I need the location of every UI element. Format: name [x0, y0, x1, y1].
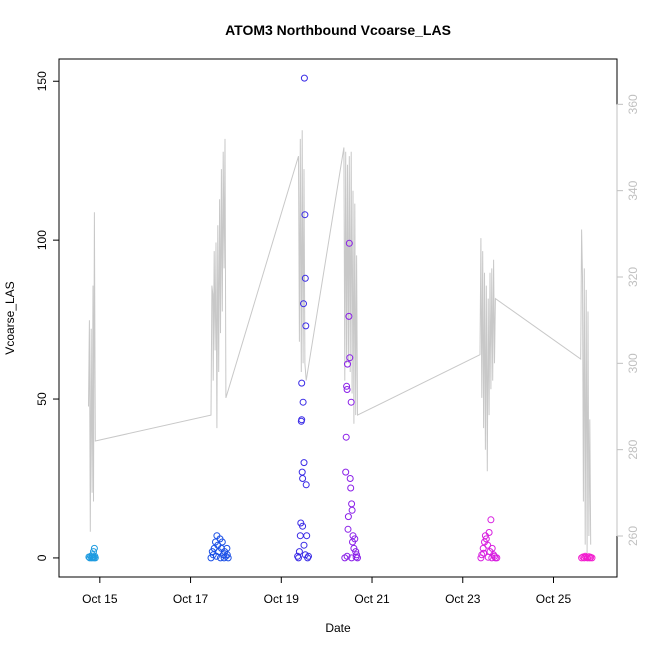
- x-tick-label: Oct 17: [173, 592, 209, 606]
- data-point: [300, 541, 308, 549]
- data-point: [301, 211, 309, 219]
- data-point: [302, 481, 310, 489]
- data-point: [296, 532, 304, 540]
- data-point: [344, 513, 352, 521]
- data-point: [488, 544, 496, 552]
- data-point: [584, 554, 591, 562]
- data-point: [487, 516, 495, 524]
- data-point: [344, 525, 352, 533]
- data-point: [348, 506, 356, 514]
- data-point: [209, 551, 217, 559]
- right-y-tick-label: 300: [626, 353, 640, 373]
- right-y-tick-label: 260: [626, 526, 640, 546]
- y-axis-label: Vcoarse_LAS: [3, 281, 17, 354]
- data-point: [588, 554, 596, 562]
- data-point: [480, 549, 488, 557]
- data-point: [343, 386, 351, 393]
- data-point: [300, 459, 308, 467]
- data-point: [91, 554, 99, 562]
- data-point: [298, 379, 306, 387]
- data-point: [299, 522, 307, 530]
- data-point: [85, 553, 93, 561]
- data-point: [299, 475, 307, 482]
- x-axis: Oct 15 Oct 17 Oct 19 Oct 21 Oct 23 Oct 25: [82, 576, 572, 606]
- data-point: [343, 382, 351, 390]
- data-point: [348, 500, 356, 508]
- data-point: [208, 548, 216, 556]
- x-tick-label: Oct 19: [264, 592, 300, 606]
- x-axis-label: Date: [325, 621, 351, 635]
- data-point: [485, 529, 493, 536]
- data-point: [303, 532, 311, 540]
- data-point: [224, 554, 232, 562]
- y-tick-label: 150: [35, 71, 49, 91]
- data-point: [345, 312, 353, 320]
- data-point: [484, 553, 492, 561]
- y-tick-label: 0: [35, 554, 49, 561]
- data-point: [218, 538, 226, 546]
- x-tick-label: Oct 25: [536, 592, 572, 606]
- secondary-line-layer: [88, 130, 592, 554]
- data-point: [88, 554, 96, 562]
- data-point: [342, 433, 350, 441]
- data-point: [479, 544, 487, 552]
- data-point: [343, 552, 351, 560]
- x-tick-label: Oct 23: [445, 592, 481, 606]
- right-y-tick-label: 360: [626, 94, 640, 114]
- x-tick-label: Oct 21: [354, 592, 390, 606]
- data-point: [302, 322, 310, 330]
- data-point: [90, 544, 98, 552]
- right-y-tick-label: 280: [626, 439, 640, 459]
- data-point: [482, 535, 490, 543]
- right-y-tick-label: 320: [626, 267, 640, 287]
- data-point: [488, 554, 496, 562]
- data-point: [298, 416, 306, 424]
- data-point: [346, 354, 354, 362]
- chart-title: ATOM3 Northbound Vcoarse_LAS: [225, 22, 451, 38]
- secondary-series-line: [88, 130, 592, 554]
- data-point: [298, 468, 306, 476]
- data-point: [345, 239, 353, 247]
- data-point: [348, 554, 356, 562]
- right-y-tick-label: 340: [626, 180, 640, 200]
- data-point: [352, 553, 360, 561]
- data-point: [301, 274, 309, 282]
- points-layer: [85, 74, 596, 562]
- data-point: [346, 475, 354, 482]
- data-point: [300, 300, 307, 308]
- data-point: [493, 554, 501, 562]
- data-point: [342, 468, 350, 476]
- data-point: [347, 398, 355, 406]
- data-point: [295, 548, 303, 556]
- right-y-axis: 260 280 300 320 340 360: [616, 94, 640, 546]
- data-point: [217, 554, 224, 562]
- data-point: [300, 74, 308, 82]
- data-point: [478, 551, 486, 559]
- data-point: [347, 484, 355, 492]
- y-tick-label: 100: [35, 230, 49, 250]
- data-point: [305, 552, 312, 560]
- data-point: [352, 548, 360, 556]
- x-tick-label: Oct 15: [82, 592, 118, 606]
- data-point: [344, 360, 351, 368]
- data-point: [212, 552, 220, 560]
- data-point: [351, 535, 359, 543]
- y-axis: 0 50 100 150: [35, 71, 60, 561]
- data-point: [484, 541, 492, 549]
- plot-frame: [58, 58, 618, 578]
- data-point: [294, 552, 302, 560]
- y-tick-label: 50: [35, 392, 49, 406]
- data-point: [223, 551, 231, 559]
- data-point: [299, 398, 307, 406]
